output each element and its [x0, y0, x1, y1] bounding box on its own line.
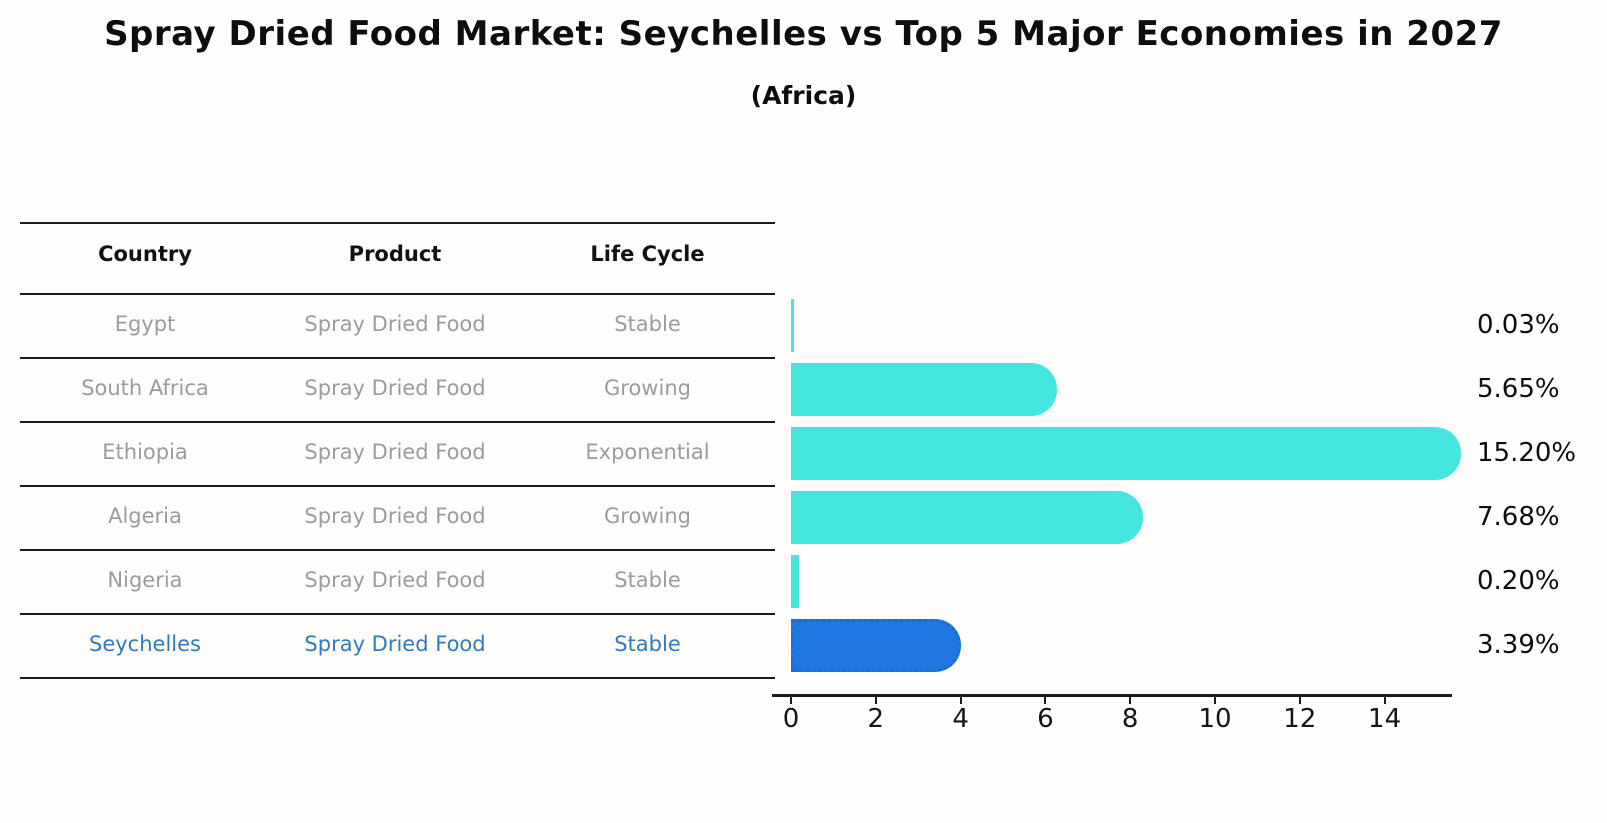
product-cell: Spray Dried Food — [304, 568, 486, 592]
country-cell: South Africa — [81, 376, 209, 400]
country-cell: Ethiopia — [102, 440, 188, 464]
bar-south-africa — [791, 362, 1057, 416]
x-axis-tick — [1383, 696, 1386, 704]
x-axis-tick — [874, 696, 877, 704]
table-row-line — [20, 421, 775, 423]
life-cycle-cell: Exponential — [585, 440, 710, 464]
bar-algeria — [791, 490, 1143, 544]
column-header-country: Country — [98, 242, 192, 266]
x-axis-tick-label: 10 — [1198, 704, 1232, 734]
bar-nigeria — [791, 554, 800, 608]
x-axis-tick-label: 6 — [1037, 704, 1054, 734]
bar-seychelles — [791, 618, 961, 672]
table-row-south-africa: South Africa Spray Dried Food Growing — [20, 376, 775, 400]
table-row-ethiopia: Ethiopia Spray Dried Food Exponential — [20, 440, 775, 464]
x-axis-tick-label: 2 — [867, 704, 885, 734]
x-axis-tick-label: 4 — [952, 704, 969, 734]
product-cell: Spray Dried Food — [304, 504, 486, 528]
bar-egypt — [791, 298, 794, 352]
country-cell: Seychelles — [89, 632, 201, 656]
x-axis-tick-label: 0 — [782, 704, 800, 734]
table-row-line — [20, 485, 775, 487]
table-row-line — [20, 549, 775, 551]
life-cycle-cell: Stable — [614, 568, 681, 592]
table-bottom-line — [20, 677, 775, 679]
x-axis-tick — [1044, 696, 1047, 704]
country-cell: Nigeria — [107, 568, 183, 592]
table-header-row: Country Product Life Cycle — [20, 242, 775, 266]
chart-title: Spray Dried Food Market: Seychelles vs T… — [104, 14, 1503, 54]
table-row-nigeria: Nigeria Spray Dried Food Stable — [20, 568, 775, 592]
table-row-line — [20, 357, 775, 359]
x-axis-tick-label: 8 — [1121, 704, 1139, 734]
product-cell: Spray Dried Food — [304, 376, 486, 400]
column-header-life-cycle: Life Cycle — [590, 242, 705, 266]
table-row-egypt: Egypt Spray Dried Food Stable — [20, 312, 775, 336]
x-axis-tick-label: 12 — [1283, 704, 1317, 734]
value-label: 3.39% — [1477, 630, 1560, 660]
column-header-product: Product — [348, 242, 442, 266]
value-label: 15.20% — [1477, 438, 1577, 468]
chart-subtitle: (Africa) — [750, 81, 857, 110]
table-row-algeria: Algeria Spray Dried Food Growing — [20, 504, 775, 528]
value-label: 5.65% — [1477, 374, 1560, 404]
value-label: 0.03% — [1477, 310, 1560, 340]
x-axis-tick — [959, 696, 962, 704]
value-label: 7.68% — [1477, 502, 1560, 532]
product-cell: Spray Dried Food — [304, 440, 486, 464]
x-axis-tick — [1129, 696, 1132, 704]
value-label: 0.20% — [1477, 566, 1560, 596]
product-cell: Spray Dried Food — [304, 312, 486, 336]
table-row-seychelles: Seychelles Spray Dried Food Stable — [20, 632, 775, 656]
table-top-line — [20, 222, 775, 224]
country-cell: Egypt — [114, 312, 176, 336]
life-cycle-cell: Growing — [604, 376, 691, 400]
x-axis-tick-label: 14 — [1368, 704, 1402, 734]
table-header-line — [20, 293, 775, 295]
country-cell: Algeria — [108, 504, 182, 528]
life-cycle-cell: Stable — [614, 632, 681, 656]
bar-ethiopia — [791, 426, 1462, 480]
life-cycle-cell: Growing — [604, 504, 691, 528]
x-axis-line — [772, 694, 1452, 697]
life-cycle-cell: Stable — [614, 312, 681, 336]
x-axis-tick — [1214, 696, 1216, 704]
x-axis-tick — [790, 696, 792, 704]
x-axis-tick — [1298, 696, 1301, 704]
table-row-line — [20, 613, 775, 615]
product-cell: Spray Dried Food — [304, 632, 486, 656]
